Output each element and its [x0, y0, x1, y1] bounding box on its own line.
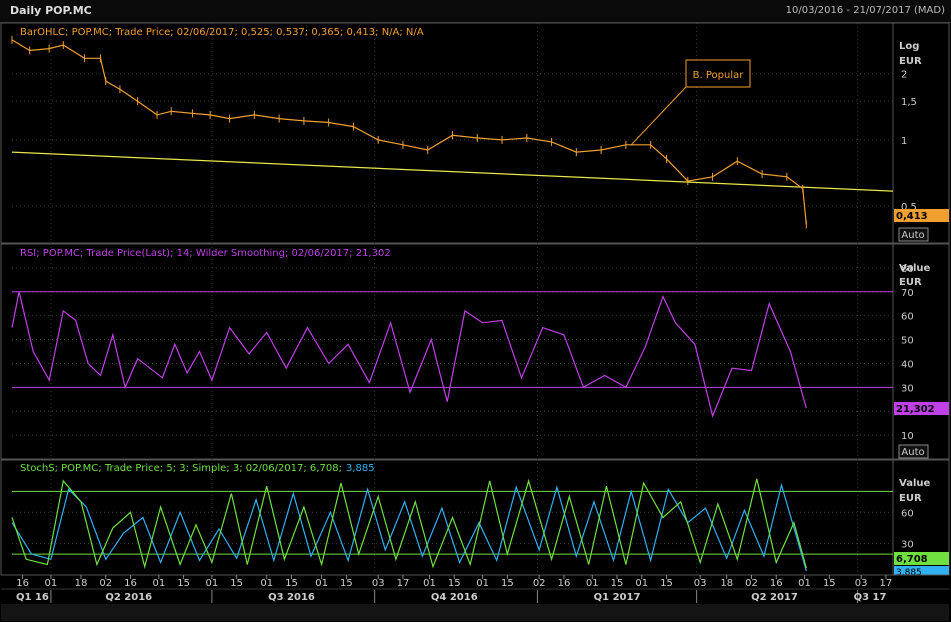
x-tick-label: 02	[745, 578, 758, 589]
rsi-tick-label: 10	[901, 431, 914, 442]
auto-button-2-label: Auto	[901, 447, 924, 458]
panel-frame-1	[0, 22, 950, 244]
price-tick-label: 2	[901, 70, 907, 81]
x-tick-label: 01	[206, 578, 219, 589]
panel-frame-2	[0, 243, 950, 460]
price-axis-title: Log	[899, 41, 919, 52]
quarter-label: Q3 17	[854, 592, 887, 603]
x-tick-label: 16	[558, 578, 571, 589]
quarter-label: Q2 2017	[751, 592, 798, 603]
stoch-d-line	[11, 482, 807, 572]
trendline	[11, 151, 894, 192]
rsi-tick-label: 60	[901, 312, 914, 323]
auto-button-1[interactable]	[898, 227, 929, 242]
rsi-tick-label: 80	[901, 264, 914, 275]
x-tick-label: 18	[720, 578, 733, 589]
stoch-legend-extra: 3,885	[346, 463, 375, 474]
stoch-k-line	[11, 478, 807, 569]
stoch-tick-label: 30	[901, 540, 914, 551]
x-tick-label: 15	[340, 578, 353, 589]
stoch-axis-title: Value	[899, 478, 930, 489]
price-legend: BarOHLC; POP.MC; Trade Price; 02/06/2017…	[20, 27, 424, 38]
rsi-last-badge	[894, 402, 949, 415]
x-tick-label: 01	[635, 578, 648, 589]
bottom-strip	[1, 604, 949, 621]
rsi-legend: RSI; POP.MC; Trade Price(Last); 14; Wild…	[20, 248, 391, 259]
rsi-line	[11, 291, 807, 418]
x-tick-label: 01	[476, 578, 489, 589]
rsi-tick-label: 40	[901, 359, 914, 370]
auto-button-1-label: Auto	[901, 230, 924, 241]
quarter-label: Q2 2016	[105, 592, 152, 603]
x-tick-label: 15	[177, 578, 190, 589]
x-tick-label: 16	[16, 578, 29, 589]
rsi-tick-label: 30	[901, 383, 914, 394]
price-tick-label: 1,5	[901, 97, 917, 108]
x-tick-label: 15	[501, 578, 514, 589]
x-tick-label: 15	[611, 578, 624, 589]
x-tick-label: 03	[694, 578, 707, 589]
stoch-last-badge-2	[894, 566, 949, 575]
x-tick-label: 18	[75, 578, 88, 589]
stoch-last-value-2: 3,885	[896, 568, 922, 578]
quarter-label: Q4 2016	[431, 592, 478, 603]
rsi-tick-label: 70	[901, 288, 914, 299]
x-tick-label: 01	[798, 578, 811, 589]
stoch-last-badge	[894, 552, 949, 565]
chart-title: Daily POP.MC	[10, 4, 92, 17]
price-last-value: 0,413	[896, 211, 928, 222]
x-tick-label: 15	[660, 578, 673, 589]
x-tick-label: 01	[423, 578, 436, 589]
rsi-axis-unit: EUR	[899, 277, 922, 288]
x-tick-label: 15	[823, 578, 836, 589]
quarter-label: Q3 2016	[268, 592, 315, 603]
annotation-box	[685, 59, 751, 88]
stoch-axis-unit: EUR	[899, 493, 922, 504]
x-tick-label: 02	[99, 578, 112, 589]
x-tick-label: 01	[152, 578, 165, 589]
quarter-label: Q1 2017	[594, 592, 641, 603]
auto-button-2[interactable]	[898, 444, 929, 459]
rsi-axis-title: Value	[899, 263, 930, 274]
date-range: 10/03/2016 - 21/07/2017 (MAD)	[785, 5, 945, 16]
x-tick-label: 01	[260, 578, 273, 589]
x-tick-label: 03	[372, 578, 385, 589]
annotation-label: B. Popular	[693, 70, 745, 81]
stoch-legend: StochS; POP.MC; Trade Price; 5; 3; Simpl…	[20, 463, 342, 474]
x-tick-label: 02	[533, 578, 546, 589]
annotation-leader	[630, 86, 687, 146]
x-tick-label: 01	[45, 578, 58, 589]
x-tick-label: 01	[586, 578, 599, 589]
x-tick-label: 16	[770, 578, 783, 589]
rsi-last-value: 21,302	[896, 404, 935, 415]
stoch-last-value: 6,708	[896, 554, 928, 565]
x-tick-label: 15	[230, 578, 243, 589]
x-tick-label: 17	[397, 578, 410, 589]
x-tick-label: 03	[855, 578, 868, 589]
quarter-label: Q1 16	[16, 592, 49, 603]
x-tick-label: 15	[285, 578, 298, 589]
price-tick-label: 1	[901, 136, 907, 147]
x-tick-label: 15	[448, 578, 461, 589]
x-tick-label: 17	[880, 578, 893, 589]
x-tick-label: 01	[315, 578, 328, 589]
price-axis-unit: EUR	[899, 56, 922, 67]
x-tick-label: 16	[124, 578, 137, 589]
stoch-tick-label: 60	[901, 508, 914, 519]
price-last-badge	[894, 209, 949, 222]
rsi-tick-label: 50	[901, 336, 914, 347]
price-tick-label: 0,5	[901, 202, 917, 213]
